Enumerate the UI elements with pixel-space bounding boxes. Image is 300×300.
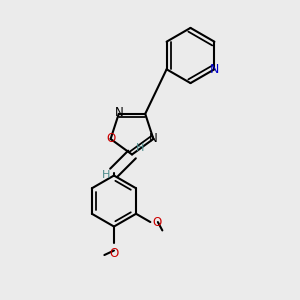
Text: N: N: [210, 63, 219, 76]
Text: N: N: [114, 106, 123, 119]
Text: H: H: [101, 170, 110, 180]
Text: H: H: [136, 143, 145, 153]
Text: O: O: [106, 133, 115, 146]
Text: O: O: [153, 215, 162, 229]
Text: N: N: [149, 133, 158, 146]
Text: O: O: [109, 247, 119, 260]
